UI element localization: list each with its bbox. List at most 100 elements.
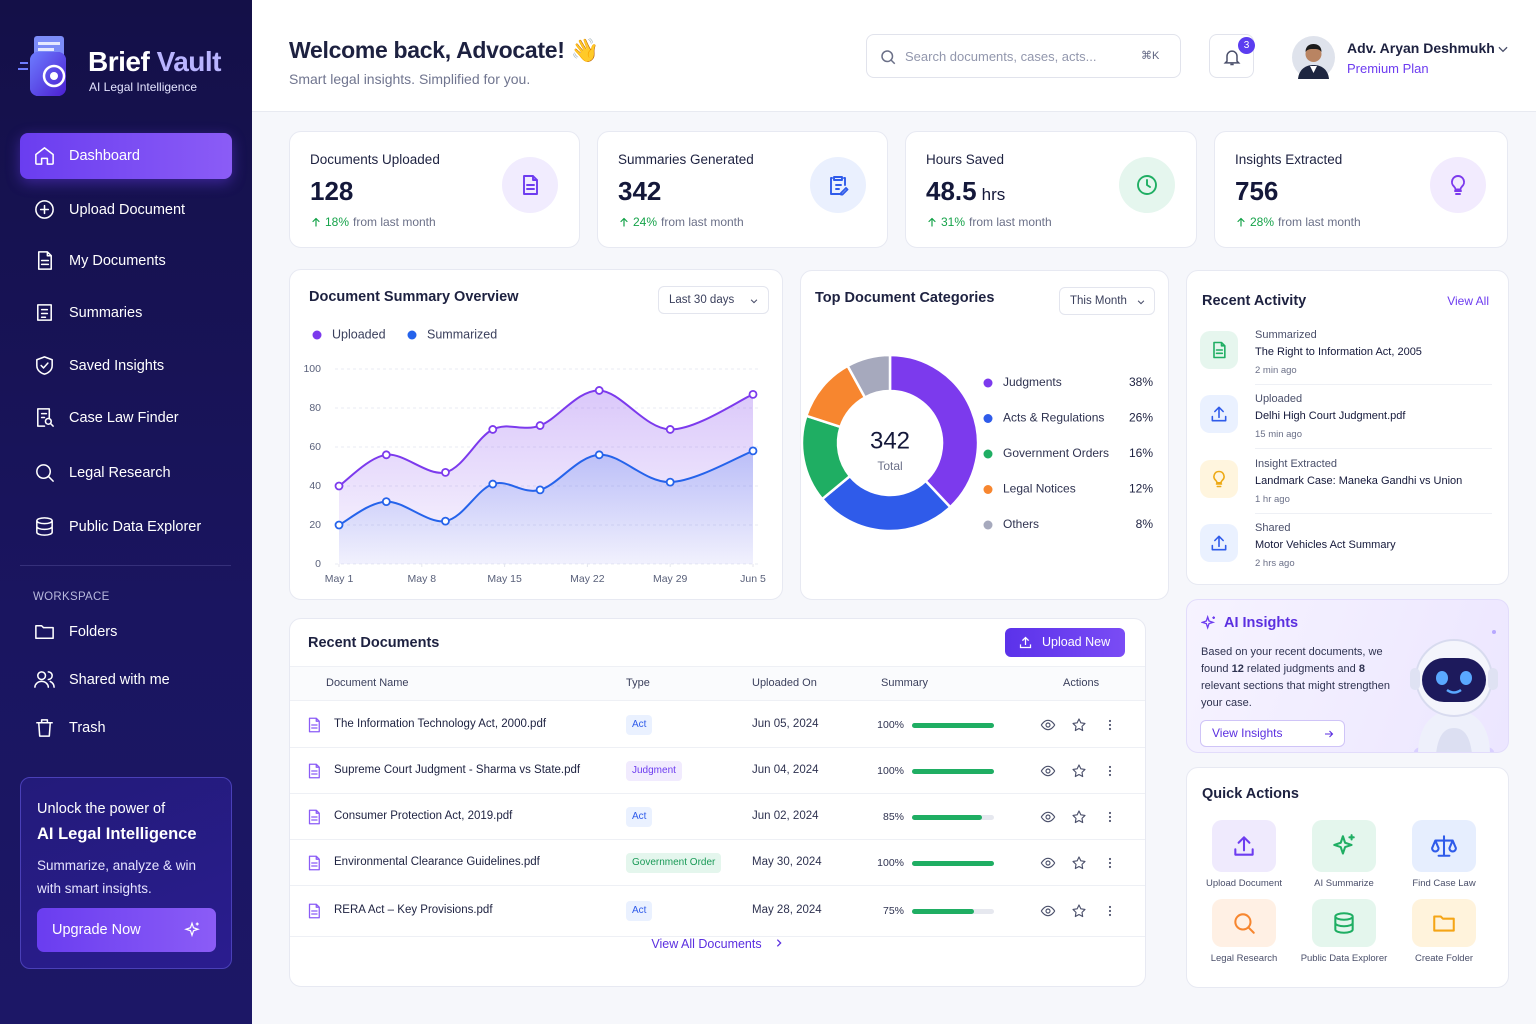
view-all-link[interactable]: View All bbox=[1447, 294, 1489, 308]
nav-item[interactable]: Shared with me bbox=[20, 657, 232, 703]
icon-path bbox=[37, 408, 54, 427]
nav-label: Folders bbox=[69, 624, 118, 640]
range-dropdown[interactable]: Last 30 days bbox=[658, 286, 769, 314]
activity-time: 2 hrs ago bbox=[1255, 557, 1295, 569]
icon[interactable] bbox=[1071, 855, 1087, 871]
icon-path bbox=[312, 217, 320, 227]
stat-value: 128 bbox=[310, 176, 353, 207]
view-insights-button[interactable]: View Insights bbox=[1200, 720, 1345, 747]
text: relevant sections that might strengthen … bbox=[1201, 680, 1390, 709]
nav-item[interactable]: Saved Insights bbox=[20, 343, 232, 389]
activity-icon bbox=[1200, 331, 1238, 369]
quick-action-tile[interactable] bbox=[1412, 820, 1476, 872]
icon bbox=[1333, 834, 1355, 855]
upgrade-button[interactable]: Upgrade Now bbox=[37, 908, 216, 952]
document-name: The Information Technology Act, 2000.pdf bbox=[334, 718, 547, 730]
column-header: Actions bbox=[1063, 677, 1100, 689]
chevron[interactable] bbox=[1496, 42, 1510, 56]
view-all-documents[interactable]: View All Documents bbox=[290, 937, 1145, 951]
icon-path bbox=[1072, 856, 1086, 870]
search-box[interactable]: Search documents, cases, acts... ⌘K bbox=[866, 34, 1181, 78]
icon-path bbox=[308, 717, 320, 733]
nav-item[interactable]: Dashboard bbox=[20, 133, 232, 179]
dot bbox=[1108, 773, 1112, 777]
nav-item[interactable]: Upload Document bbox=[20, 187, 232, 233]
document-name: RERA Act – Key Provisions.pdf bbox=[334, 904, 493, 916]
icon[interactable] bbox=[1040, 903, 1056, 919]
card-title: Quick Actions bbox=[1202, 786, 1299, 802]
icon-path bbox=[1072, 810, 1086, 824]
nav-item[interactable]: Case Law Finder bbox=[20, 395, 232, 441]
nav-item[interactable]: My Documents bbox=[20, 238, 232, 284]
icon bbox=[1234, 913, 1255, 934]
icon-path bbox=[1040, 857, 1056, 869]
icon-path bbox=[1213, 470, 1225, 487]
upload-date: Jun 04, 2024 bbox=[752, 764, 819, 776]
icon bbox=[1234, 836, 1254, 856]
brand: Brief Vault bbox=[88, 46, 222, 78]
icon[interactable] bbox=[1040, 717, 1056, 733]
promo-line: Unlock the power of bbox=[37, 801, 166, 817]
nav-item[interactable]: Public Data Explorer bbox=[20, 504, 232, 550]
quick-action-label: Upload Document bbox=[1205, 878, 1283, 889]
stat-card: Documents Uploaded 128 18% from last month bbox=[289, 131, 580, 248]
icon bbox=[36, 464, 54, 482]
sidebar: Brief Vault AI Legal Intelligence WORKSP… bbox=[0, 0, 252, 1024]
quick-action-tile[interactable] bbox=[1212, 899, 1276, 947]
button-label: View Insights bbox=[1212, 726, 1283, 740]
icon[interactable] bbox=[1071, 717, 1087, 733]
insight-text: Based on your recent documents, we found… bbox=[1201, 644, 1391, 712]
quick-action-tile[interactable] bbox=[1312, 820, 1376, 872]
more-icon bbox=[1108, 857, 1112, 869]
nav-label: Legal Research bbox=[69, 465, 171, 481]
column-header: Document Name bbox=[326, 677, 409, 689]
icon bbox=[37, 304, 52, 321]
nav-item[interactable]: Folders bbox=[20, 609, 232, 655]
quick-action-label: Find Case Law bbox=[1412, 878, 1476, 889]
nav-item[interactable]: Summaries bbox=[20, 290, 232, 336]
icon[interactable] bbox=[1040, 855, 1056, 871]
recent-documents-card: Recent Documents Upload New View All Doc… bbox=[289, 618, 1146, 987]
icon-path bbox=[36, 356, 53, 375]
nav-item[interactable]: Trash bbox=[20, 705, 232, 751]
quick-action-tile[interactable] bbox=[1412, 899, 1476, 947]
range-dropdown[interactable]: This Month bbox=[1059, 287, 1155, 315]
row-separator bbox=[290, 747, 1145, 748]
icon[interactable] bbox=[1040, 809, 1056, 825]
icon[interactable] bbox=[1071, 903, 1087, 919]
quick-action-tile[interactable] bbox=[1312, 899, 1376, 947]
avatar bbox=[1292, 36, 1335, 79]
separator bbox=[1255, 512, 1492, 514]
icon-path bbox=[36, 517, 53, 536]
notifications-button[interactable]: 3 bbox=[1209, 34, 1255, 78]
summary-label: 100% bbox=[877, 719, 904, 731]
icon-path bbox=[1040, 719, 1056, 731]
upload-date: Jun 05, 2024 bbox=[752, 718, 819, 730]
stat-label: Hours Saved bbox=[926, 152, 1005, 167]
icon bbox=[35, 624, 54, 639]
card-title: Top Document Categories bbox=[815, 290, 995, 306]
value: 342 bbox=[618, 176, 662, 206]
icon[interactable] bbox=[1071, 763, 1087, 779]
activity-action: Uploaded bbox=[1255, 393, 1303, 406]
icon bbox=[1237, 217, 1245, 227]
button-label: Upgrade Now bbox=[52, 922, 141, 938]
chevron bbox=[750, 299, 758, 304]
summary-label: 75% bbox=[882, 905, 904, 917]
summary-label: 100% bbox=[877, 857, 904, 869]
upload-icon bbox=[1019, 636, 1032, 649]
dot bbox=[1108, 727, 1112, 731]
upload-new-button[interactable]: Upload New bbox=[1005, 628, 1125, 657]
quick-action-tile[interactable] bbox=[1212, 820, 1276, 872]
stat-label: Documents Uploaded bbox=[310, 152, 440, 167]
stat-value: 342 bbox=[618, 176, 661, 207]
icon-path bbox=[1211, 406, 1227, 422]
icon[interactable] bbox=[1071, 809, 1087, 825]
icon[interactable] bbox=[1040, 763, 1056, 779]
activity-title: Motor Vehicles Act Summary bbox=[1255, 538, 1396, 551]
icon-path bbox=[928, 217, 936, 227]
icon-path bbox=[1040, 905, 1056, 917]
nav-item[interactable]: Legal Research bbox=[20, 450, 232, 496]
type-chip: Act bbox=[626, 715, 653, 735]
